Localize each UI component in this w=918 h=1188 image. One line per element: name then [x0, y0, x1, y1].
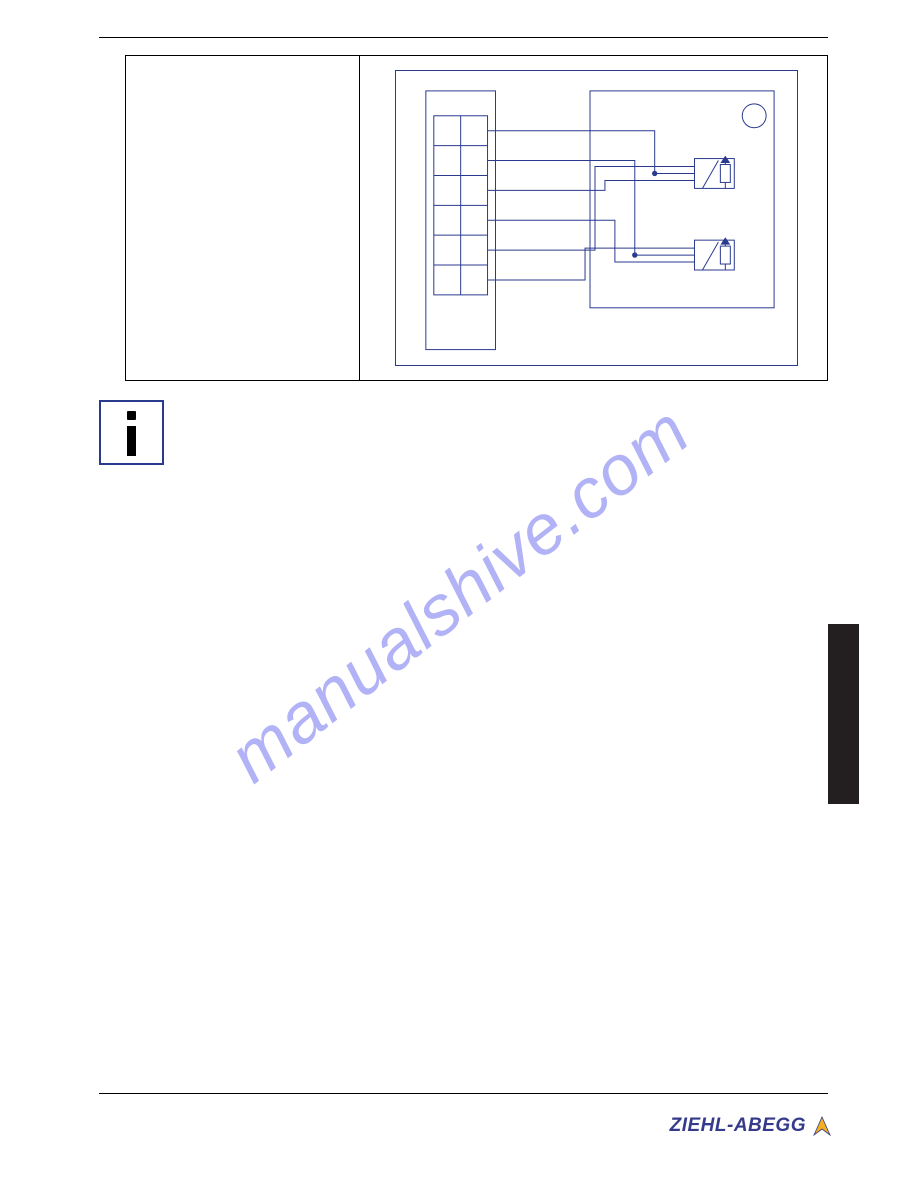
brand-text: ZIEHL-ABEGG: [670, 1115, 806, 1137]
brand-mark-icon: [812, 1115, 832, 1137]
section-thumb-tab: [828, 624, 859, 804]
info-dot: [127, 411, 136, 420]
watermark-text: manualshive.com: [214, 390, 704, 798]
footer-brand: ZIEHL-ABEGG: [670, 1115, 832, 1137]
wiring-diagram-svg: [396, 71, 797, 366]
info-stem: [127, 426, 136, 456]
header-rule: [99, 37, 828, 38]
relay-symbol-2: [694, 238, 734, 270]
wiring-diagram: [395, 70, 798, 366]
information-icon: [99, 400, 164, 465]
relay-symbol-1: [694, 157, 734, 189]
figure-frame-divider: [359, 55, 360, 381]
footer-rule: [99, 1093, 828, 1094]
